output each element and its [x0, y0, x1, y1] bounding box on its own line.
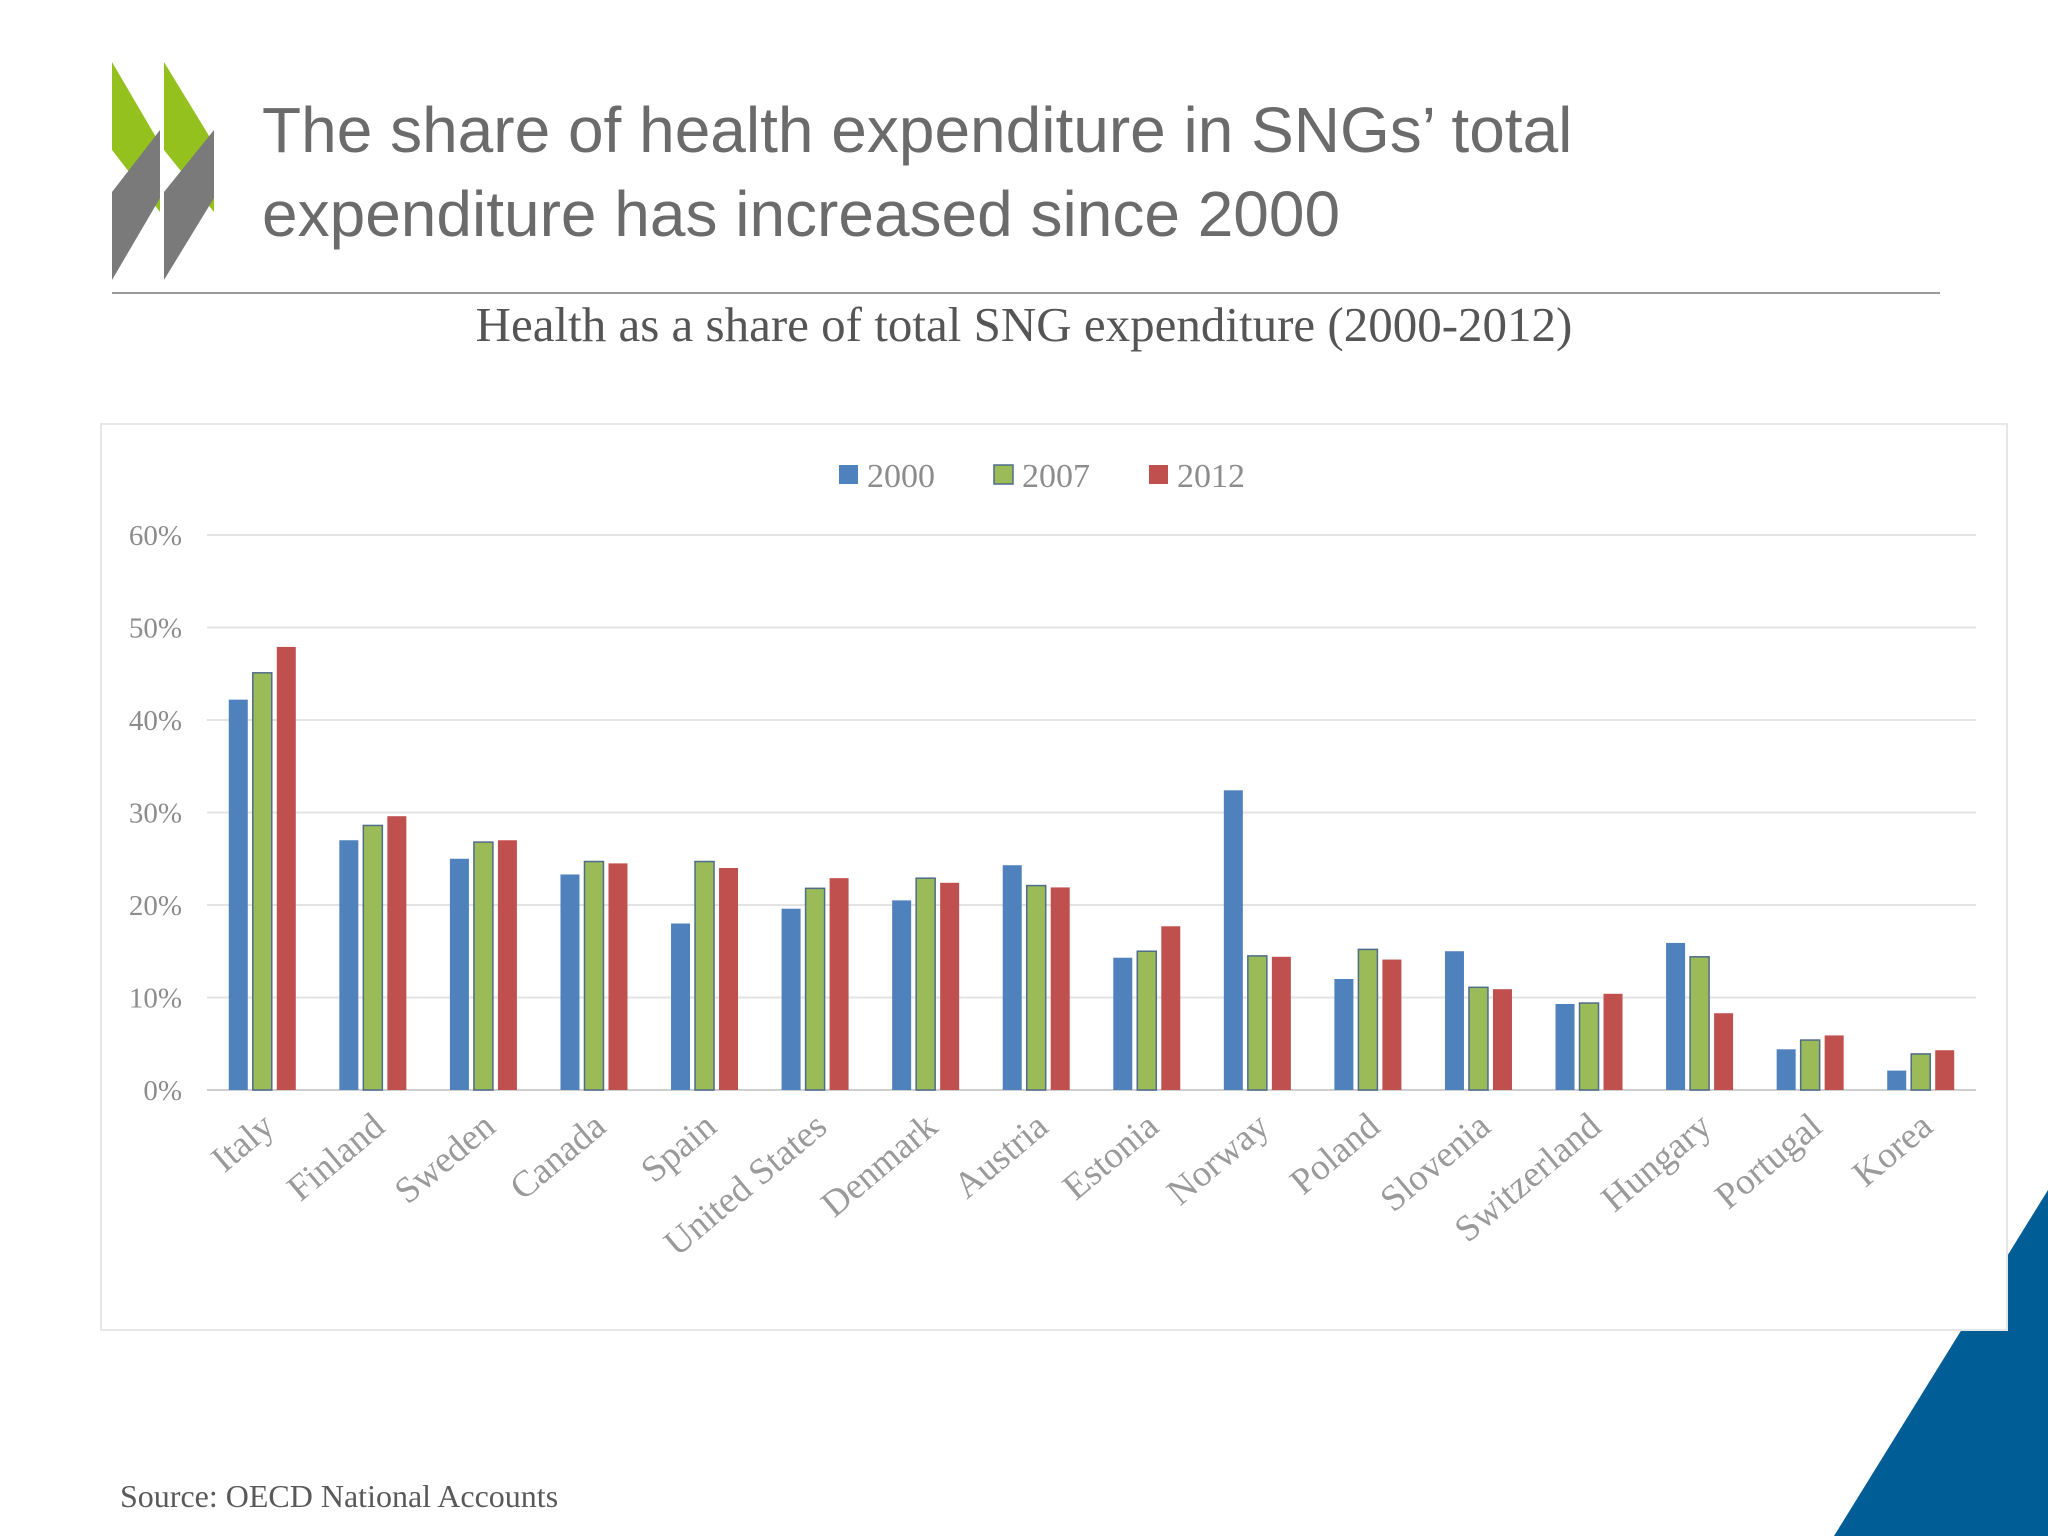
x-tick-label: Korea — [1845, 1105, 1941, 1195]
logo-grey-chevron-right — [164, 130, 214, 280]
y-tick-label: 10% — [129, 983, 182, 1015]
bar-2012 — [1603, 993, 1623, 1090]
legend-swatch-2012 — [1149, 465, 1168, 484]
bar-2007 — [1357, 948, 1379, 1091]
bar-2000 — [1002, 865, 1022, 1090]
x-tick-label: Sweden — [387, 1105, 503, 1212]
bar-2012 — [719, 868, 739, 1090]
x-tick-label: Austria — [946, 1105, 1056, 1206]
bar-2000 — [671, 923, 691, 1090]
bar-2000 — [1113, 957, 1133, 1090]
legend-item: 2000 — [839, 458, 935, 495]
y-tick-label: 20% — [129, 890, 182, 922]
bar-2007 — [1578, 1002, 1600, 1091]
bar-2012 — [1714, 1013, 1734, 1090]
bar-2000 — [892, 900, 912, 1090]
x-tick-label: Denmark — [814, 1105, 946, 1225]
legend-swatch-2000 — [839, 465, 858, 484]
bar-2000 — [1223, 790, 1243, 1090]
x-tick-label: Norway — [1159, 1105, 1277, 1213]
bar-2007 — [583, 860, 605, 1091]
bar-2012 — [940, 882, 960, 1090]
bar-2000 — [560, 874, 580, 1090]
bar-2007 — [1910, 1053, 1931, 1091]
legend-label-2012: 2012 — [1177, 458, 1245, 495]
source-note: Source: OECD National Accounts — [120, 1478, 559, 1514]
bar-2007 — [252, 672, 273, 1091]
bar-2000 — [1887, 1070, 1907, 1090]
bar-2012 — [1824, 1035, 1844, 1090]
x-tick-label: Italy — [204, 1105, 283, 1180]
legend-label-2007: 2007 — [1022, 458, 1090, 495]
y-tick-label: 60% — [129, 520, 182, 552]
y-tick-label: 50% — [129, 613, 182, 645]
bar-2000 — [1776, 1049, 1796, 1090]
legend-item: 2007 — [993, 458, 1090, 495]
chart-title: Health as a share of total SNG expenditu… — [475, 297, 1573, 352]
bar-2012 — [276, 646, 296, 1090]
title-divider — [112, 292, 1940, 294]
bar-2000 — [781, 908, 801, 1090]
x-tick-label: Canada — [502, 1105, 613, 1208]
slide-title-line-1: The share of health expenditure in SNGs’… — [262, 94, 1573, 166]
bar-2012 — [1161, 926, 1181, 1090]
chart-panel: 0% 10% 20% 30% 40% 50% 60% Italy Finland Sweden Ca… — [100, 423, 2008, 1331]
legend-swatch-2007 — [993, 464, 1014, 485]
x-tick-label: Spain — [633, 1105, 724, 1191]
bar-2007 — [1025, 884, 1047, 1091]
x-tick-label: Finland — [280, 1105, 393, 1209]
bar-2012 — [1935, 1050, 1955, 1090]
y-tick-label: 0% — [143, 1075, 182, 1107]
legend-label-2000: 2000 — [867, 458, 935, 495]
legend-item: 2012 — [1149, 458, 1245, 495]
bar-2012 — [497, 840, 517, 1090]
slide-title: The share of health expenditure in SNGs’… — [262, 88, 1912, 256]
y-tick-label: 40% — [129, 705, 182, 737]
slide-title-line-2: expenditure has increased since 2000 — [262, 178, 1341, 250]
y-tick-label: 30% — [129, 798, 182, 830]
bar-2007 — [804, 887, 826, 1091]
bar-2012 — [1492, 989, 1512, 1090]
bar-2007 — [362, 824, 384, 1091]
bar-2012 — [829, 878, 849, 1090]
bar-2000 — [339, 840, 359, 1090]
bar-2000 — [1334, 979, 1354, 1090]
bar-2007 — [473, 841, 494, 1091]
x-tick-label: Estonia — [1055, 1105, 1166, 1208]
bar-2012 — [1271, 956, 1291, 1090]
bar-2000 — [1666, 942, 1686, 1090]
bar-2012 — [1382, 959, 1402, 1090]
bar-2012 — [608, 863, 628, 1090]
oecd-logo — [112, 62, 214, 280]
bar-2007 — [1689, 956, 1710, 1091]
bar-2000 — [449, 858, 469, 1090]
logo-grey-chevron-left — [112, 130, 160, 280]
bar-2000 — [1555, 1003, 1575, 1090]
bar-2007 — [915, 877, 936, 1091]
bar-2007 — [1799, 1039, 1821, 1091]
bar-2012 — [387, 816, 407, 1090]
bar-2007 — [1136, 950, 1158, 1091]
bar-2000 — [228, 699, 248, 1090]
bar-2007 — [694, 860, 715, 1091]
bar-2007 — [1468, 986, 1489, 1091]
x-tick-label: Portugal — [1708, 1105, 1830, 1217]
bar-2012 — [1050, 887, 1070, 1090]
bar-2000 — [1444, 951, 1464, 1090]
bar-2007 — [1247, 955, 1268, 1091]
x-tick-label: Hungary — [1594, 1105, 1720, 1220]
